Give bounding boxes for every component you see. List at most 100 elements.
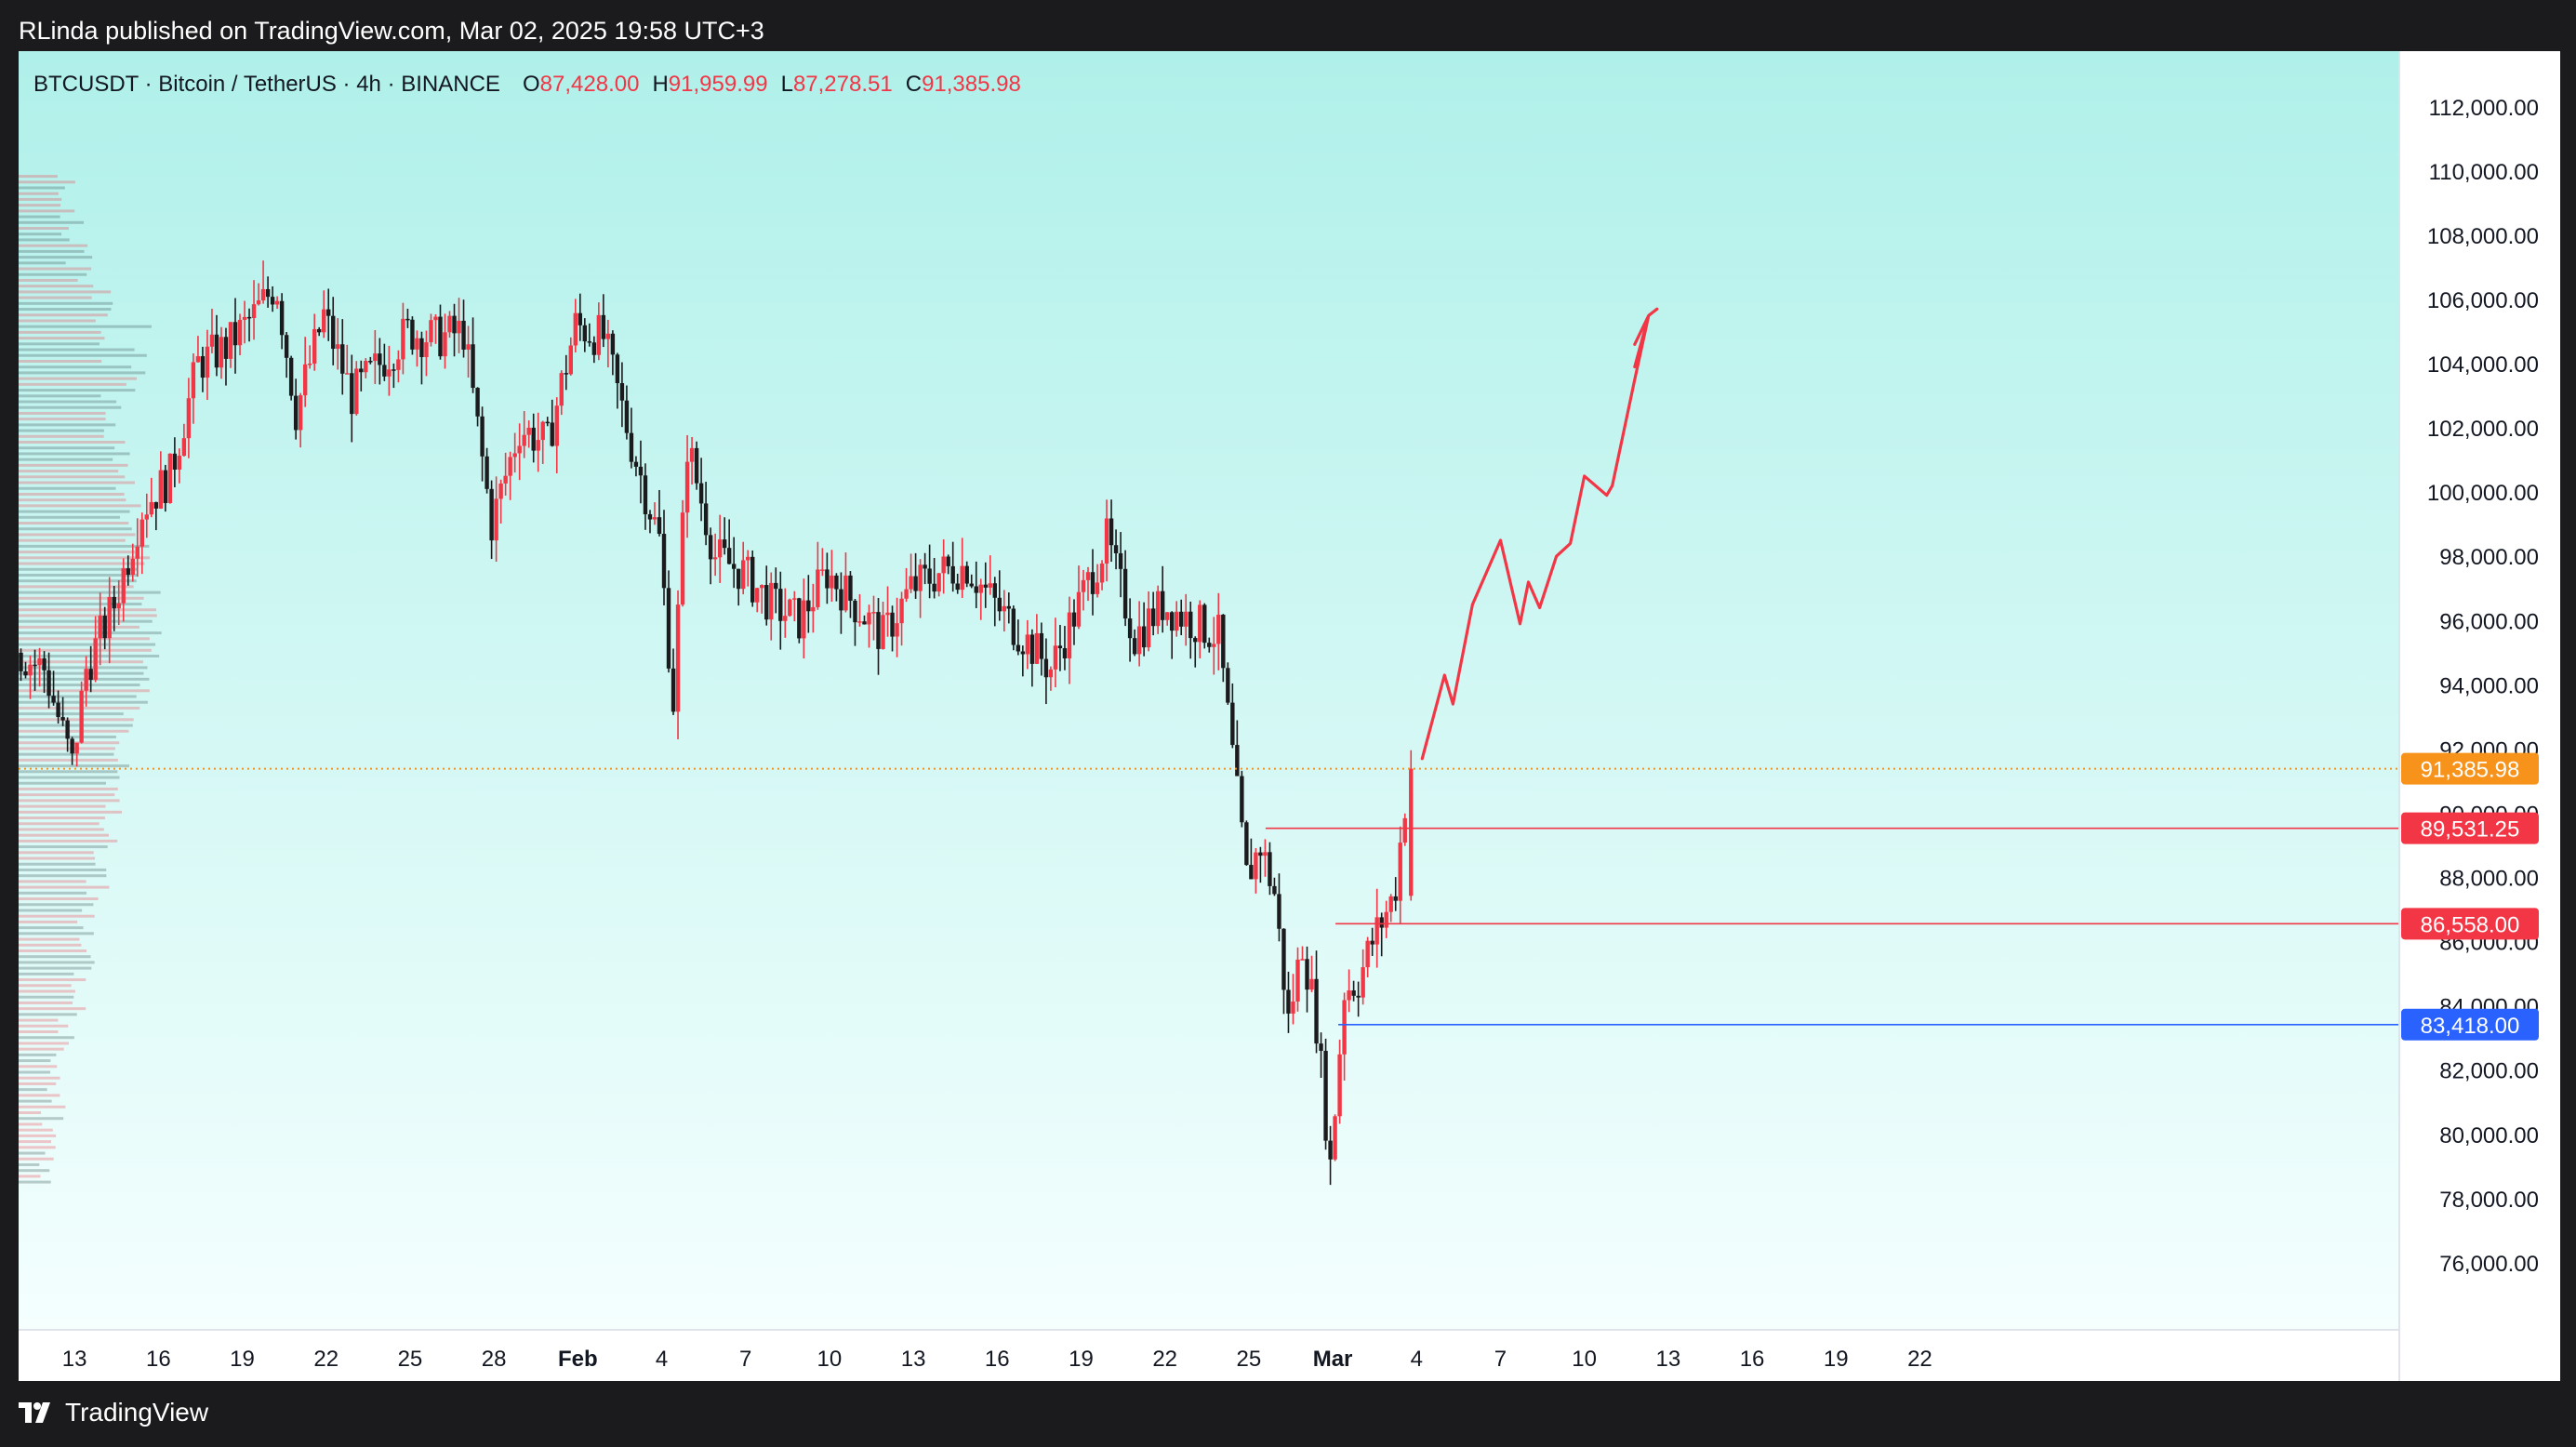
volume-profile-bar <box>19 186 65 190</box>
candle-body <box>167 453 173 503</box>
candle-body <box>517 445 522 454</box>
candle-body <box>452 315 457 334</box>
volume-profile-bar <box>19 504 141 508</box>
volume-profile-bar <box>19 643 156 646</box>
candle-body <box>429 320 433 343</box>
bottom-bar <box>0 1381 2576 1447</box>
volume-profile-bar <box>19 1042 69 1045</box>
price-chart[interactable]: 112,000.00 110,000.00 108,000.00 106,000.00… <box>19 51 2560 1381</box>
volume-profile-bar <box>19 608 157 612</box>
candle-body <box>988 583 992 588</box>
volume-profile-bar <box>19 389 136 392</box>
candle-body <box>23 670 28 676</box>
candle-body <box>214 334 219 368</box>
candle-body <box>1281 928 1286 990</box>
candle-body <box>508 457 512 476</box>
volume-profile-bar <box>19 955 91 959</box>
candle-body <box>237 319 243 346</box>
volume-profile-bar <box>19 1169 50 1173</box>
candle-body <box>251 304 257 319</box>
candle-body <box>890 612 895 637</box>
volume-profile-bar <box>19 215 60 219</box>
price-axis[interactable]: 112,000.00 110,000.00 108,000.00 106,000.00… <box>2427 96 2539 1277</box>
volume-profile-bar <box>19 175 58 179</box>
candle-body <box>615 354 620 383</box>
candle-body <box>1085 572 1091 580</box>
candle-body <box>1020 651 1026 655</box>
volume-profile-bar <box>19 654 160 657</box>
candle-body <box>913 576 918 591</box>
candle-body <box>1025 634 1030 655</box>
candle-body <box>601 314 606 339</box>
candle-body <box>354 368 359 415</box>
volume-profile-bar <box>19 729 129 733</box>
candle-body <box>941 556 946 574</box>
volume-profile-bar <box>19 891 87 895</box>
candle-body <box>1230 702 1235 746</box>
volume-profile-bar <box>19 1013 77 1016</box>
price-level-label: 86,558.00 <box>2421 912 2520 937</box>
candle-body <box>260 288 266 301</box>
volume-profile-bar <box>19 781 106 785</box>
candle-body <box>610 333 616 355</box>
volume-profile-bar <box>19 486 116 490</box>
volume-profile-bar <box>19 1053 57 1056</box>
volume-profile-bar <box>19 972 74 976</box>
candle-body <box>112 596 116 609</box>
candle-body <box>326 309 331 316</box>
candle-body <box>1323 1050 1328 1141</box>
volume-profile-bar <box>19 1140 51 1144</box>
candle-body <box>927 568 932 584</box>
candle-body <box>200 356 206 378</box>
volume-profile-bar <box>19 839 118 843</box>
candle-body <box>485 456 489 489</box>
volume-profile-bar <box>19 897 99 901</box>
candle-body <box>792 598 797 600</box>
volume-profile-bar <box>19 256 93 259</box>
candle-body <box>797 598 802 639</box>
price-level-label: 83,418.00 <box>2421 1014 2520 1039</box>
candle-body <box>1351 990 1356 996</box>
candle-body <box>42 657 46 670</box>
candle-body <box>419 338 424 357</box>
candle-body <box>1202 604 1207 644</box>
candle-body <box>158 470 164 509</box>
candle-body <box>605 333 611 339</box>
volume-profile-bar <box>19 677 150 681</box>
candle-body <box>1043 658 1049 678</box>
time-tick-label: 22 <box>313 1347 339 1372</box>
candle-body <box>265 288 271 298</box>
candle-body <box>1207 643 1212 647</box>
price-tick-label: 102,000.00 <box>2427 417 2539 442</box>
candle-body <box>712 557 718 560</box>
candle-body <box>825 569 830 589</box>
candle-body <box>60 717 65 721</box>
price-level-label: 89,531.25 <box>2421 817 2520 843</box>
candle-body <box>596 314 602 355</box>
volume-profile-bar <box>19 585 134 589</box>
candle-body <box>19 652 23 671</box>
candle-body <box>1109 518 1114 546</box>
volume-profile-bar <box>19 1065 58 1069</box>
volume-profile-bar <box>19 932 94 936</box>
volume-profile-bar <box>19 533 136 537</box>
candle-body <box>98 616 102 639</box>
candle-body <box>564 373 568 375</box>
candle-body <box>1090 572 1095 594</box>
time-axis[interactable]: 13 16 19 22 25 28 Feb 4 7 10 13 16 19 22 25 Mar 4 7 10 13 16… <box>62 1347 1932 1372</box>
candle-body <box>666 588 671 669</box>
candle-body <box>969 583 974 587</box>
candle-body <box>624 400 630 433</box>
volume-profile-bar <box>19 937 80 941</box>
volume-profile-bar <box>19 204 61 207</box>
candle-body <box>139 519 144 547</box>
tradingview-logo-icon <box>19 1402 56 1423</box>
tradingview-brand[interactable]: TradingView <box>19 1398 208 1427</box>
volume-profile-bar <box>19 868 107 871</box>
candle-body <box>1319 1043 1323 1051</box>
volume-profile-bar <box>19 1122 43 1126</box>
ohlc-values: O87,428.00 H91,959.99 L87,278.51 C91,385.98 <box>523 72 1021 97</box>
volume-profile-bar <box>19 382 126 386</box>
candle-body <box>526 427 531 435</box>
volume-profile-bar <box>19 1094 60 1097</box>
